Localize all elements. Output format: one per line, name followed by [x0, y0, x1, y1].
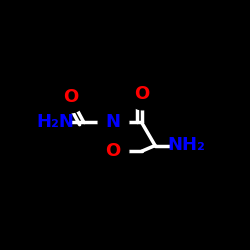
Text: H₂N: H₂N	[36, 114, 74, 132]
Text: O: O	[134, 84, 149, 102]
Text: O: O	[63, 88, 78, 106]
Text: N: N	[105, 114, 120, 132]
Text: O: O	[105, 142, 120, 160]
Text: NH₂: NH₂	[167, 136, 205, 154]
